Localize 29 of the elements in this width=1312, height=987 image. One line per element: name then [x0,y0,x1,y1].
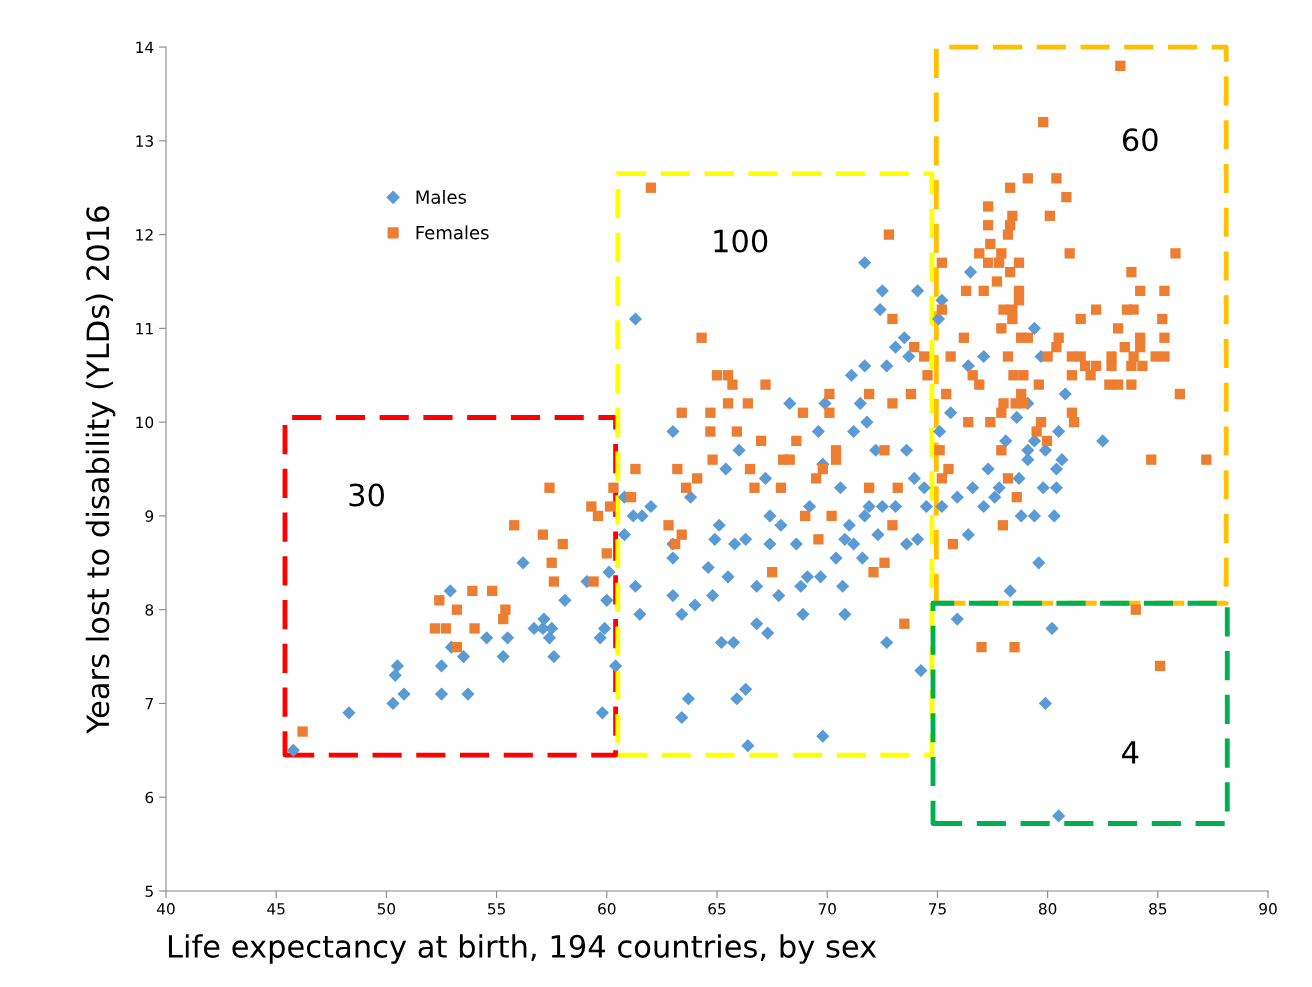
y-tick-label: 13 [136,135,153,147]
y-tick-label: 5 [145,885,153,897]
x-tick-label: 60 [598,903,616,915]
x-tick-label: 55 [488,903,505,915]
x-tick-label: 65 [708,903,726,915]
annotation: 4 [1122,741,1139,764]
y-tick-label: 11 [136,323,153,335]
x-tick-label: 85 [1149,903,1167,915]
y-tick-label: 14 [136,41,154,53]
x-tick-label: 45 [267,903,285,915]
y-tick-label: 9 [145,510,154,522]
x-tick-label: 40 [156,903,175,915]
y-tick-label: 10 [136,416,154,429]
annotation: 60 [1122,128,1158,152]
legend-label: Females [416,225,489,240]
y-axis-title: Years lost to disability (YLDs) 2016 [85,206,116,734]
x-tick-label: 70 [818,903,836,915]
x-tick-label: 80 [1038,903,1057,915]
x-tick-label: 75 [928,903,946,915]
x-tick-label: 50 [377,903,396,915]
y-tick-label: 12 [136,229,153,241]
y-tick-label: 8 [145,604,154,616]
y-tick-label: 7 [145,698,153,710]
x-tick-label: 90 [1259,903,1277,915]
legend-label: Males [416,189,467,204]
annotation: 100 [714,229,768,253]
y-tick-label: 6 [145,791,154,804]
annotation: 30 [349,483,384,507]
x-axis-title: Life expectancy at birth, 194 countries, by sex [168,934,877,964]
